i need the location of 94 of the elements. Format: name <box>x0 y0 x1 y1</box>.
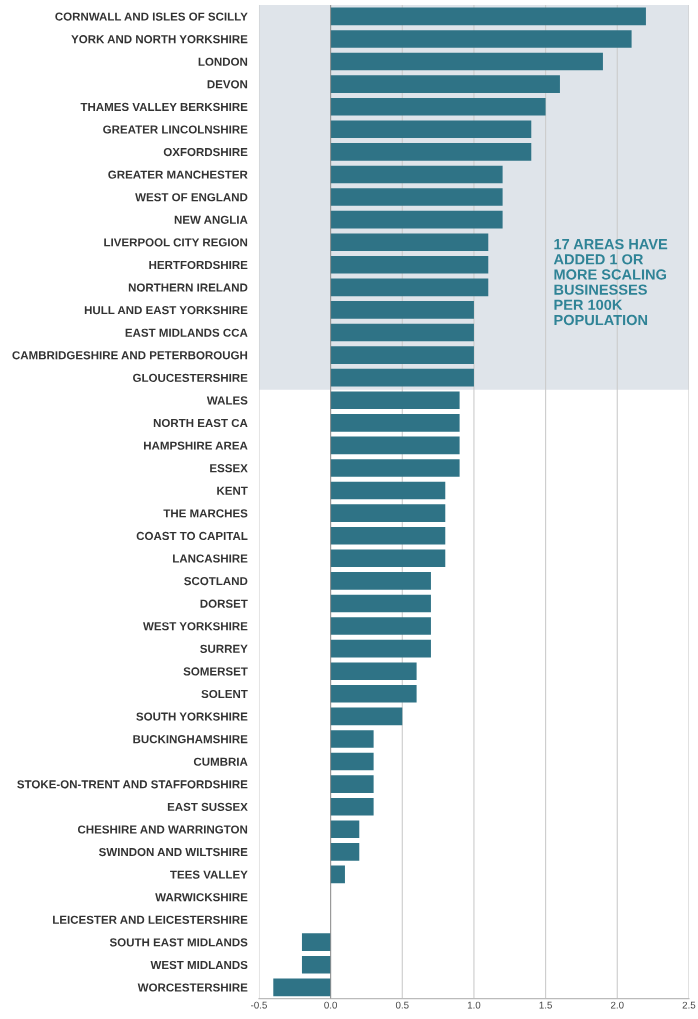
y-tick-label: SOLENT <box>201 689 248 699</box>
bar <box>330 617 431 635</box>
bar <box>330 481 446 500</box>
bar <box>301 933 331 951</box>
y-tick-label: LONDON <box>198 57 248 66</box>
bar <box>330 594 431 613</box>
bar <box>330 707 403 726</box>
y-tick-label: SWINDON AND WILTSHIRE <box>98 847 248 857</box>
bar <box>330 346 474 364</box>
bar <box>330 75 560 93</box>
y-tick-label: COAST TO CAPITAL <box>136 531 248 541</box>
bar <box>330 97 546 116</box>
bar <box>330 233 489 251</box>
bar <box>330 639 431 658</box>
y-tick-label: ESSEX <box>210 464 248 473</box>
bar <box>330 278 489 297</box>
bar <box>330 684 417 703</box>
y-tick-label: WEST YORKSHIRE <box>143 622 248 631</box>
bar <box>330 572 431 590</box>
bar <box>330 775 374 793</box>
y-tick-label: CHESHIRE AND WARRINGTON <box>77 825 248 834</box>
y-tick-label: SOMERSET <box>183 667 248 676</box>
y-tick-label: EAST MIDLANDS CCA <box>125 328 248 337</box>
y-tick-label: LANCASHIRE <box>173 554 248 563</box>
bar <box>330 730 374 748</box>
bar <box>330 7 646 26</box>
y-tick-label: SCOTLAND <box>184 577 248 586</box>
bar <box>330 526 446 545</box>
y-tick-label: STOKE-ON-TRENT AND STAFFORDSHIRE <box>17 780 248 789</box>
x-tick-label: 1.5 <box>539 1001 552 1009</box>
x-tick-label: 1.0 <box>467 1001 481 1009</box>
bar <box>330 752 374 771</box>
bar <box>330 549 446 568</box>
bar <box>330 391 460 410</box>
y-tick-label: HAMPSHIRE AREA <box>144 441 248 450</box>
bar <box>330 165 503 184</box>
bar <box>330 143 532 161</box>
y-tick-label: THE MARCHES <box>163 509 248 518</box>
y-tick-label: SURREY <box>200 644 248 653</box>
bar <box>330 368 474 387</box>
bar <box>330 865 345 884</box>
y-tick-label: NORTH EAST CA <box>153 418 248 428</box>
y-tick-label: CAMBRIDGESHIRE AND PETERBOROUGH <box>12 351 248 360</box>
bar <box>301 955 331 974</box>
y-tick-label: CUMBRIA <box>193 757 248 766</box>
bar <box>330 210 503 229</box>
x-tick-label: 0.0 <box>324 1001 337 1009</box>
bar <box>330 52 603 71</box>
y-tick-label: GLOUCESTERSHIRE <box>133 373 248 382</box>
bar <box>330 436 460 455</box>
y-tick-label: WEST MIDLANDS <box>150 960 248 970</box>
bar <box>330 120 532 139</box>
y-tick-label: SOUTH EAST MIDLANDS <box>109 938 248 947</box>
y-tick-label: TEES VALLEY <box>170 870 248 879</box>
y-tick-label: HULL AND EAST YORKSHIRE <box>84 306 248 315</box>
bar <box>273 978 331 997</box>
bar <box>330 323 474 342</box>
bar <box>330 662 417 681</box>
y-tick-label: SOUTH YORKSHIRE <box>136 712 248 721</box>
y-tick-label: BUCKINGHAMSHIRE <box>133 735 248 744</box>
bar <box>330 797 374 816</box>
y-tick-label: CORNWALL AND ISLES OF SCILLY <box>55 12 248 21</box>
annotation: 17 AREAS HAVE ADDED 1 OR MORE SCALING BUSINESSES PER 100K POPULATION <box>553 238 668 326</box>
bar <box>330 843 360 861</box>
bar <box>330 459 460 477</box>
bar <box>330 188 503 206</box>
y-tick-label: OXFORDSHIRE <box>163 147 248 157</box>
bar <box>330 255 489 274</box>
bar <box>330 301 474 319</box>
bar <box>330 820 360 839</box>
y-tick-label: HERTFORDSHIRE <box>149 260 248 270</box>
y-tick-label: EAST SUSSEX <box>167 802 248 811</box>
bar <box>330 30 632 48</box>
x-tick-label: -0.5 <box>251 1001 267 1009</box>
x-tick-label: 0.5 <box>395 1001 409 1009</box>
y-tick-label: WALES <box>206 396 248 405</box>
y-tick-label: LIVERPOOL CITY REGION <box>104 238 248 247</box>
y-tick-label: WARWICKSHIRE <box>155 893 248 902</box>
y-tick-label: WEST OF ENGLAND <box>135 193 248 202</box>
x-tick-label: 2.5 <box>682 1001 696 1009</box>
y-tick-label: LEICESTER AND LEICESTERSHIRE <box>53 915 248 924</box>
y-tick-label: NORTHERN IRELAND <box>128 283 248 292</box>
y-tick-label: DORSET <box>200 599 248 608</box>
y-tick-label: NEW ANGLIA <box>174 215 248 224</box>
y-tick-label: YORK AND NORTH YORKSHIRE <box>71 35 248 44</box>
y-tick-label: THAMES VALLEY BERKSHIRE <box>80 102 248 111</box>
y-tick-label: DEVON <box>207 80 248 89</box>
y-tick-label: GREATER LINCOLNSHIRE <box>103 125 248 134</box>
y-tick-label: KENT <box>217 486 248 495</box>
bar <box>330 414 460 432</box>
bar <box>330 504 446 522</box>
y-tick-label: WORCESTERSHIRE <box>137 983 248 992</box>
y-tick-label: GREATER MANCHESTER <box>108 170 248 179</box>
x-tick-label: 2.0 <box>611 1001 624 1009</box>
